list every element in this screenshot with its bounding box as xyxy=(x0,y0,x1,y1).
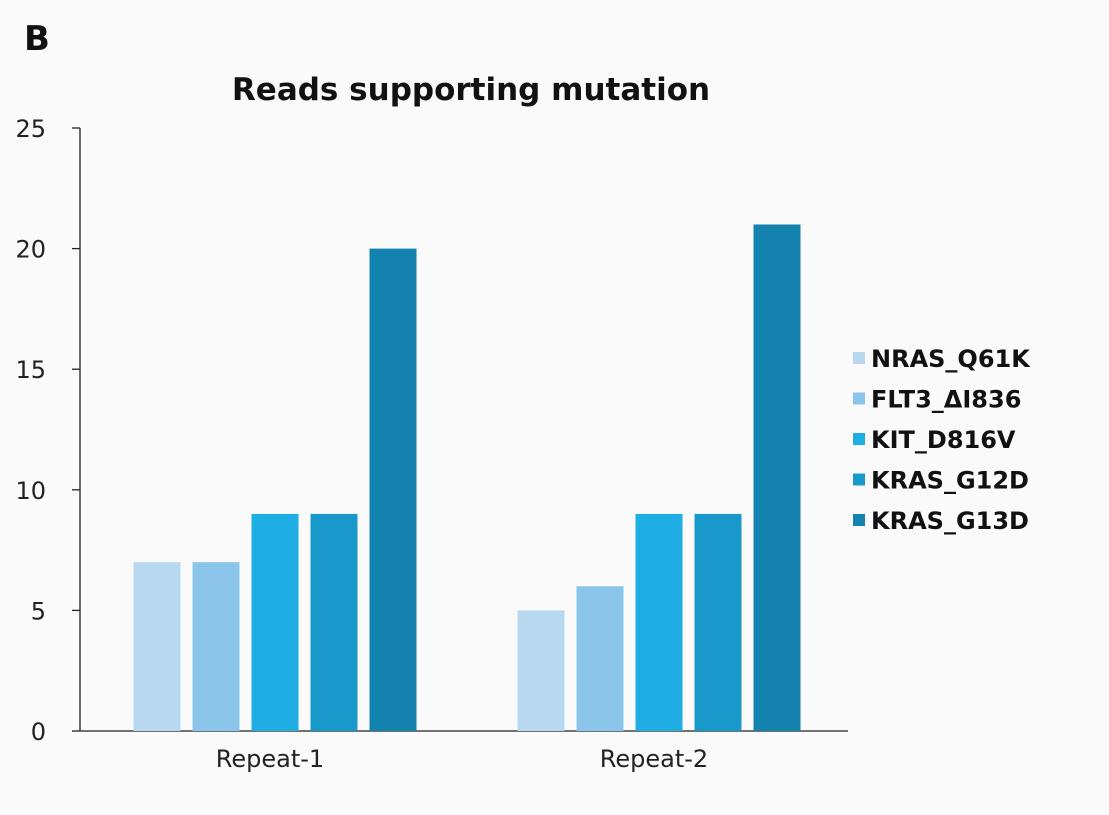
legend-swatch xyxy=(853,473,865,486)
y-tick-label: 25 xyxy=(15,115,46,143)
y-tick-label: 15 xyxy=(15,356,46,384)
legend-swatch xyxy=(853,352,865,364)
x-axis: Repeat-1 Repeat-2 xyxy=(80,730,848,773)
y-tick-label: 5 xyxy=(31,597,46,625)
bar-FLT3_ΔI836-Repeat-1 xyxy=(192,562,240,731)
bar-KRAS_G13D-Repeat-1 xyxy=(369,248,417,731)
chart-title: Reads supporting mutation xyxy=(232,72,710,108)
bar-FLT3_ΔI836-Repeat-2 xyxy=(576,586,624,731)
legend-swatch xyxy=(853,392,865,405)
legend-label: KRAS_G12D xyxy=(871,467,1029,495)
bar-KRAS_G12D-Repeat-2 xyxy=(694,513,742,731)
legend-label: KIT_D816V xyxy=(871,426,1016,454)
panel-label: B xyxy=(24,19,50,59)
bar-KRAS_G13D-Repeat-2 xyxy=(753,224,801,732)
bar-KRAS_G12D-Repeat-1 xyxy=(310,513,358,731)
x-tick-label: Repeat-1 xyxy=(216,745,324,773)
bars xyxy=(133,224,801,732)
x-tick-label: Repeat-2 xyxy=(600,745,708,773)
legend-label: KRAS_G13D xyxy=(871,507,1029,535)
bar-NRAS_Q61K-Repeat-1 xyxy=(133,562,181,731)
legend-swatch xyxy=(853,433,865,445)
legend-label: FLT3_ΔI836 xyxy=(871,386,1021,414)
y-tick-label: 0 xyxy=(31,718,46,746)
bar-KIT_D816V-Repeat-2 xyxy=(635,513,683,731)
legend: NRAS_Q61K FLT3_ΔI836 KIT_D816V KRAS_G12D KRA… xyxy=(853,345,1031,535)
bar-KIT_D816V-Repeat-1 xyxy=(251,513,299,731)
legend-swatch xyxy=(853,514,865,526)
bar-NRAS_Q61K-Repeat-2 xyxy=(517,610,565,731)
y-axis: 0 5 10 15 20 25 xyxy=(15,115,81,746)
legend-label: NRAS_Q61K xyxy=(871,345,1031,373)
y-tick-label: 20 xyxy=(15,236,46,264)
y-tick-label: 10 xyxy=(15,477,46,505)
